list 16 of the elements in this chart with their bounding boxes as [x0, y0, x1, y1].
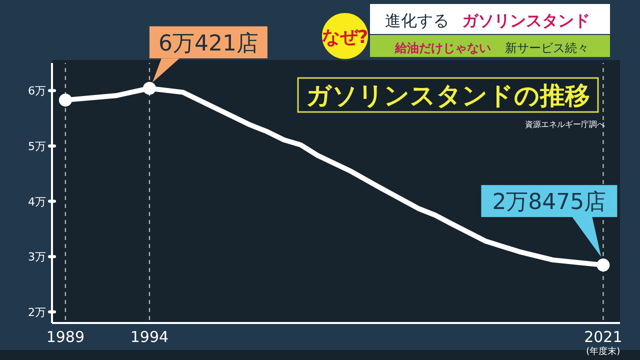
y-tick-label: 6万: [28, 84, 46, 98]
point: [142, 82, 156, 95]
y-tick-label: 3万: [28, 250, 46, 264]
point: [58, 94, 72, 107]
x-axis-title: (年度末): [586, 346, 620, 357]
title: ガソリンスタンドの推移: [297, 77, 599, 113]
annotation: 6万421店: [158, 31, 258, 56]
x-tick-label: 1994: [130, 328, 169, 346]
annotation: 2万8475店: [492, 190, 606, 216]
annotation: 資源エネルギー庁調べ: [525, 120, 605, 129]
x-tick-label: 2021: [584, 328, 622, 346]
y-tick-label: 4万: [28, 195, 46, 208]
y-tick-label: 2万: [28, 306, 46, 319]
y-tick-label: 5万: [28, 140, 46, 153]
point: [596, 258, 610, 272]
x-tick-label: 1989: [46, 328, 85, 346]
